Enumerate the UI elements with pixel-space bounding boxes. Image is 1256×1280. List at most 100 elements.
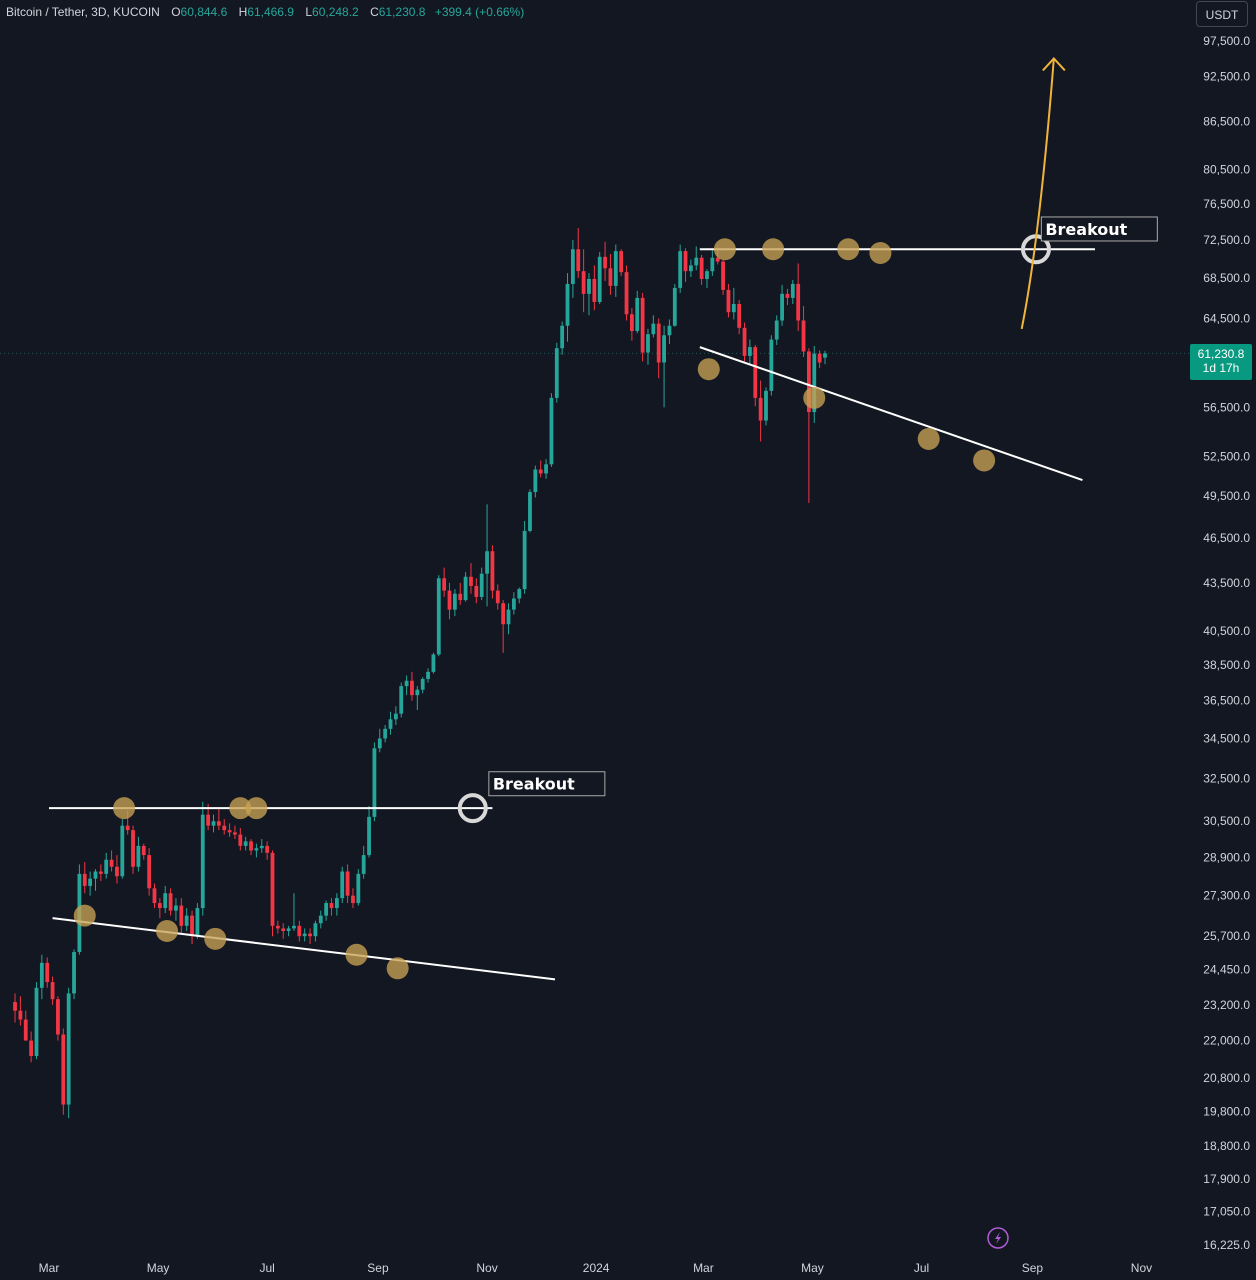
candle (227, 823, 232, 837)
candle-body (469, 576, 473, 586)
y-tick-label: 36,500.0 (1203, 694, 1250, 708)
breakout-annotation[interactable]: Breakout (488, 771, 606, 797)
candle (115, 855, 119, 884)
candle-body (431, 654, 436, 672)
candle-body (131, 830, 135, 867)
candle-body (742, 327, 747, 356)
candle-body (222, 825, 227, 831)
candle (613, 244, 618, 297)
candle-body (485, 551, 489, 574)
projection-arrow[interactable] (1020, 58, 1055, 330)
candle (292, 893, 296, 931)
candle (764, 387, 768, 426)
y-tick-label: 25,700.0 (1203, 929, 1250, 943)
candle (174, 898, 178, 921)
symbol-title[interactable]: Bitcoin / Tether, 3D, KUCOIN (6, 5, 160, 19)
y-tick-label: 80,500.0 (1203, 163, 1250, 177)
candle (522, 520, 527, 594)
candle-body (812, 353, 817, 413)
candle (420, 677, 425, 694)
candle (211, 814, 216, 833)
candle (656, 318, 661, 379)
y-tick-label: 92,500.0 (1203, 69, 1250, 83)
candle (152, 883, 157, 909)
candle (678, 244, 683, 293)
candle (329, 898, 334, 916)
candle-body (104, 859, 109, 874)
candle (442, 567, 447, 597)
candle (431, 652, 436, 674)
candle-body (404, 680, 409, 687)
candle (222, 819, 227, 835)
candle-body (120, 825, 125, 877)
candle-body (109, 859, 114, 867)
candle (131, 825, 135, 874)
y-tick-label: 38,500.0 (1203, 658, 1250, 672)
candle (662, 325, 666, 408)
candle-body (807, 351, 811, 413)
candle-body (785, 293, 790, 298)
candle (565, 273, 570, 342)
candle (93, 869, 98, 891)
candle (469, 563, 473, 594)
y-tick-label: 46,500.0 (1203, 531, 1250, 545)
y-tick-label: 17,900.0 (1203, 1172, 1250, 1186)
candle (104, 852, 109, 879)
candle-body (168, 893, 173, 911)
candle-body (731, 303, 736, 313)
candle-body (447, 590, 452, 610)
candle (286, 925, 291, 937)
candle-body (195, 908, 200, 937)
candle (501, 600, 506, 653)
y-tick-label: 76,500.0 (1203, 197, 1250, 211)
candle (275, 920, 280, 934)
x-axis[interactable]: Mar May Jul Sep Nov 2024 Mar May Jul Sep Nov (39, 1261, 1152, 1275)
candle-body (372, 748, 377, 817)
candle-body (377, 738, 382, 749)
y-axis[interactable]: 97,500.0 92,500.0 86,500.0 80,500.0 76,500.0… (1203, 34, 1250, 1252)
trendline[interactable] (52, 917, 556, 981)
breakout-annotation[interactable]: Breakout (1040, 216, 1158, 242)
candle-body (88, 878, 93, 886)
low-value: 60,248.2 (312, 5, 359, 19)
candle-body (442, 578, 447, 591)
candle (511, 592, 516, 615)
candle-body (152, 888, 157, 904)
candle (603, 241, 607, 281)
candle-body (576, 249, 581, 272)
trendline[interactable] (699, 346, 1083, 481)
candle (624, 265, 629, 321)
candle (742, 322, 747, 362)
close-label: C (370, 5, 379, 19)
candle-body (98, 871, 103, 874)
candle (463, 572, 468, 602)
candle (179, 898, 184, 934)
lightning-icon[interactable] (987, 1227, 1009, 1249)
candle-body (490, 551, 495, 591)
high-label: H (238, 5, 248, 19)
y-tick-label: 22,000.0 (1203, 1034, 1250, 1048)
candle-body (115, 866, 119, 877)
candle-body (356, 873, 361, 904)
candle-body (764, 390, 768, 421)
candle (50, 976, 55, 1005)
y-tick-label: 19,800.0 (1203, 1104, 1250, 1118)
candle (147, 848, 152, 896)
candle-body (790, 283, 795, 298)
candle (458, 582, 463, 605)
candle-body (656, 323, 661, 363)
candle (619, 249, 624, 277)
candle (774, 315, 779, 345)
candle-body (549, 397, 554, 465)
candle-body (769, 339, 774, 391)
candle-body (463, 576, 468, 601)
candle-body (72, 952, 76, 994)
currency-selector[interactable]: USDT (1196, 1, 1248, 27)
annotation-label: Breakout (1045, 220, 1127, 239)
x-tick-label: Sep (367, 1261, 389, 1275)
x-tick-label: Jul (259, 1261, 274, 1275)
candle (667, 319, 672, 344)
candle-body (238, 834, 243, 846)
